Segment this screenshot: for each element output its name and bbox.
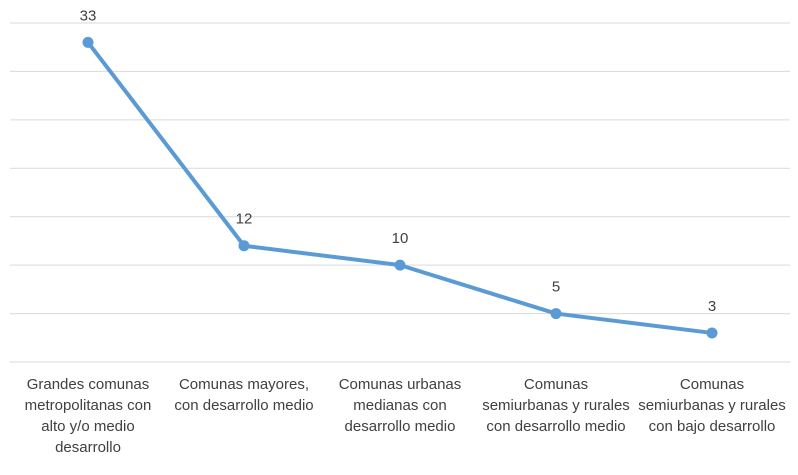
marker [550,308,562,320]
x-tick-label: Comunas urbanas medianas con desarrollo … [338,376,462,435]
data-label: 10 [392,230,409,247]
line [86,41,713,335]
marker [238,240,250,252]
x-tick-label: Grandes comunas metropolitanas con alto … [24,376,152,456]
x-tick-label: Comunas semiurbanas y rurales con desarr… [482,376,630,435]
x-tick-label: Comunas mayores, con desarrollo medio [174,376,314,414]
x-tick-label: Comunas semiurbanas y rurales con bajo d… [638,376,786,435]
data-label: 5 [552,279,560,296]
marker [394,259,406,271]
data-label: 33 [80,7,97,24]
marker [706,327,718,339]
data-label: 12 [236,211,253,228]
marker [82,36,94,48]
data-label: 3 [708,298,716,315]
